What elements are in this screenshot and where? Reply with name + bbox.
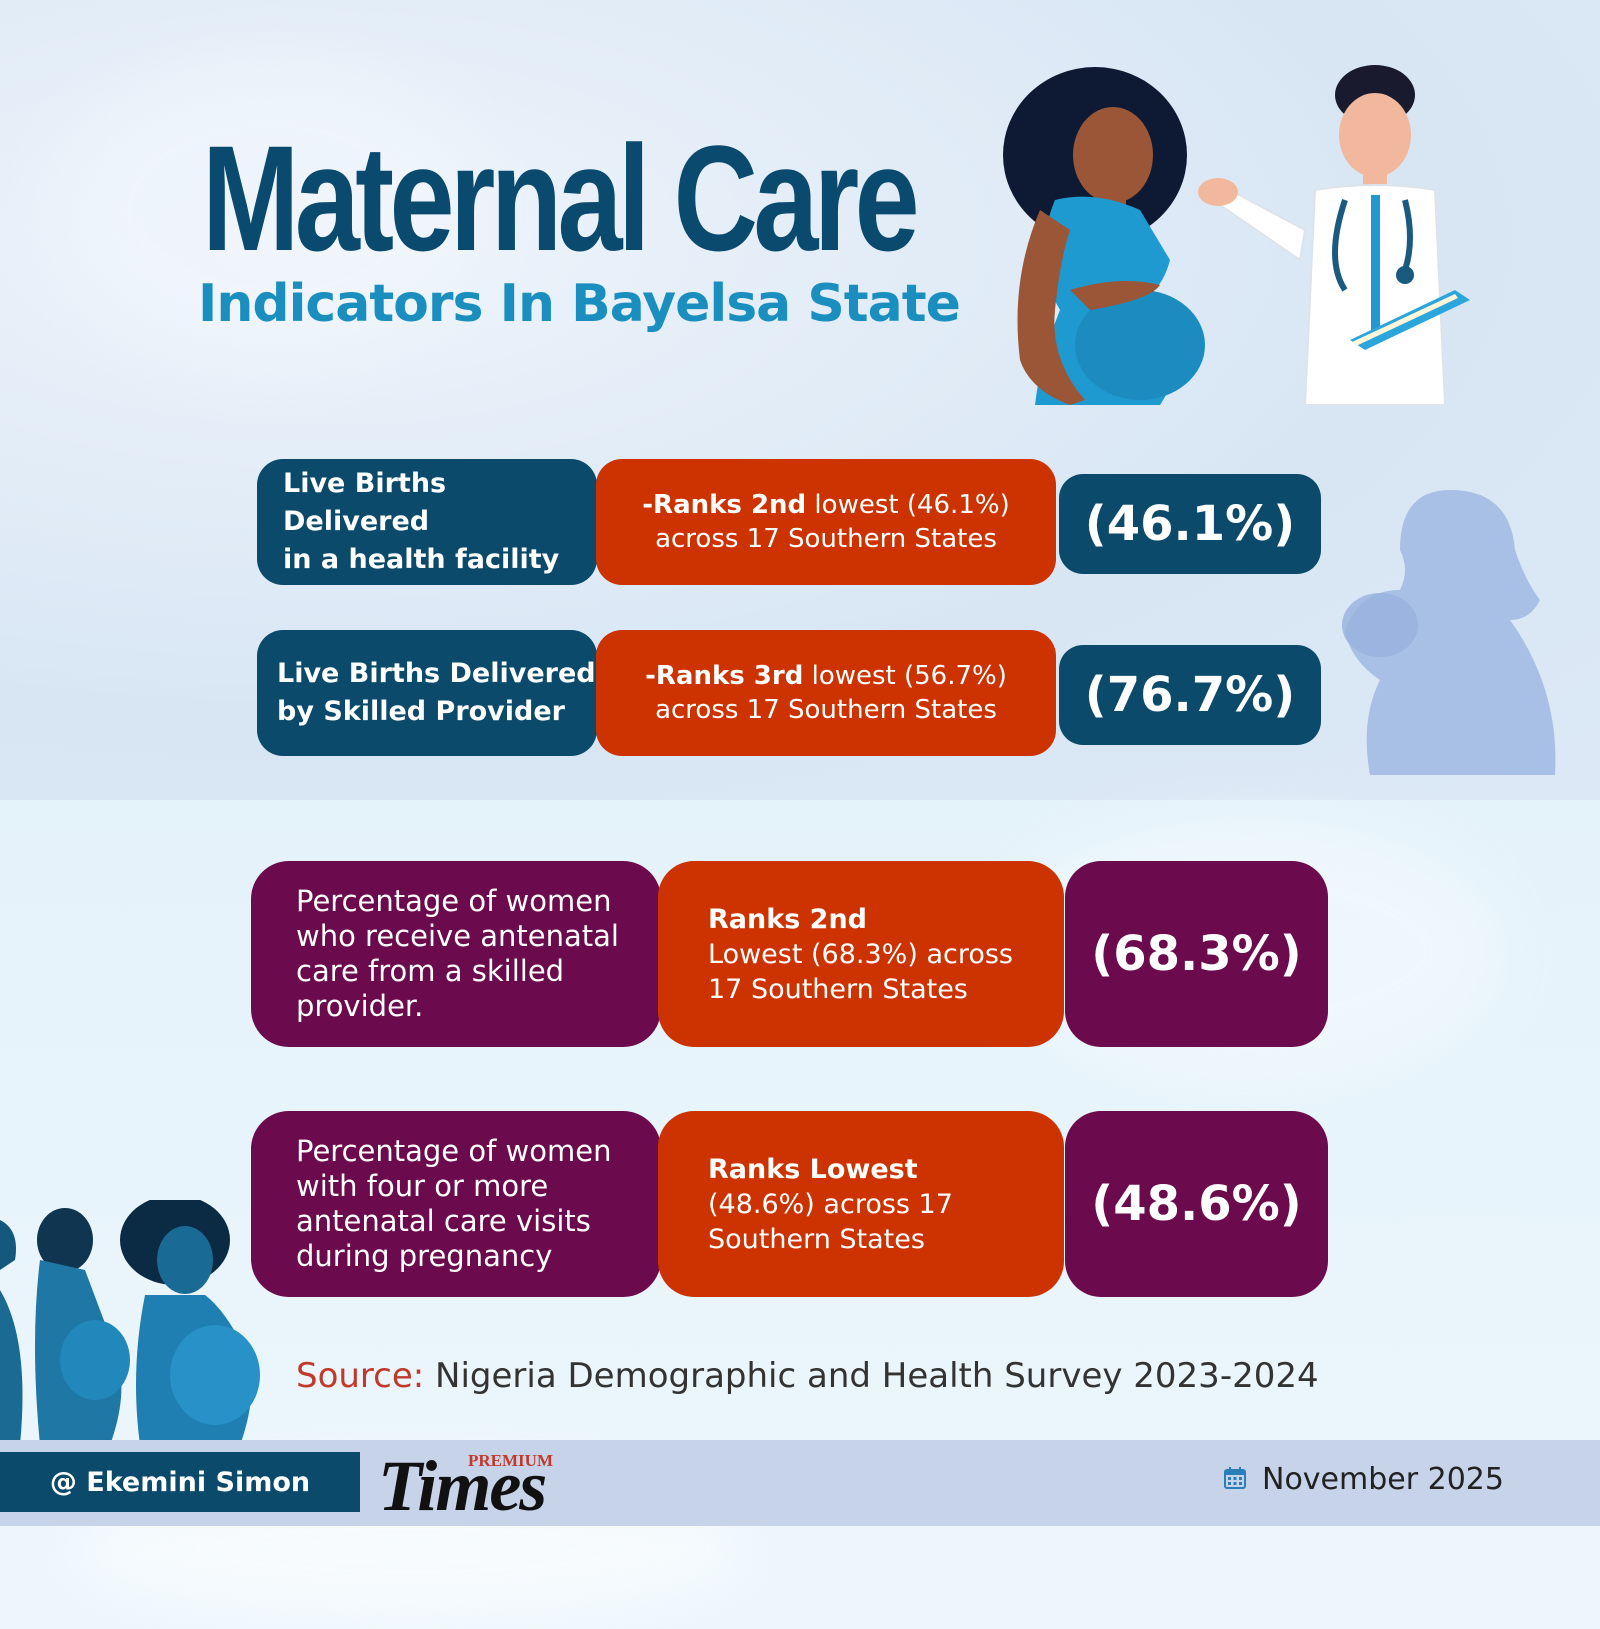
premium-times-logo: Times <box>378 1446 547 1526</box>
pregnant-women-silhouettes-icon <box>0 1200 260 1445</box>
rank-text: (48.6%) across 17 <box>708 1188 953 1220</box>
label-line: in a health facility <box>283 544 560 575</box>
rank-box-antenatal-skilled: Ranks 2nd Lowest (68.3%) across 17 South… <box>658 861 1064 1047</box>
value-box-skilled-provider-births: (76.7%) <box>1059 645 1321 745</box>
rank-text: 17 Southern States <box>708 973 968 1005</box>
indicator-value: (46.1%) <box>1084 496 1296 552</box>
page-subtitle: Indicators In Bayelsa State <box>198 274 961 334</box>
rank-box-four-antenatal-visits: Ranks Lowest (48.6%) across 17 Southern … <box>658 1111 1064 1297</box>
rank-box-skilled-provider-births: -Ranks 3rd lowest (56.7%) across 17 Sout… <box>596 630 1056 756</box>
mother-baby-silhouette-icon <box>1342 490 1556 775</box>
premium-times-logo-small: PREMIUM <box>468 1451 553 1470</box>
label-line: with four or more <box>296 1169 549 1203</box>
page-title: Maternal Care <box>202 114 920 282</box>
calendar-icon <box>1224 1467 1246 1489</box>
value-box-four-antenatal-visits: (48.6%) <box>1065 1111 1328 1297</box>
rank-bold: -Ranks 2nd <box>642 490 807 520</box>
label-line: during pregnancy <box>296 1239 553 1273</box>
rank-bold: Ranks 2nd <box>708 903 867 935</box>
indicator-label-facility-births: Live Births Delivered in a health facili… <box>257 459 597 585</box>
label-line: who receive antenatal <box>296 919 619 953</box>
indicator-value: (48.6%) <box>1091 1176 1302 1232</box>
rank-text: across 17 Southern States <box>655 524 997 554</box>
pregnant-woman-icon <box>1003 67 1205 405</box>
source-note: Source: Nigeria Demographic and Health S… <box>296 1356 1319 1396</box>
background-wash <box>60 60 480 360</box>
indicator-label-four-antenatal-visits: Percentage of women with four or more an… <box>251 1111 661 1297</box>
rank-box-facility-births: -Ranks 2nd lowest (46.1%) across 17 Sout… <box>596 459 1056 585</box>
publication-date: November 2025 <box>1262 1462 1504 1497</box>
label-line: provider. <box>296 989 424 1023</box>
rank-text: Lowest (68.3%) across <box>708 938 1013 970</box>
rank-bold: -Ranks 3rd <box>645 661 804 691</box>
indicator-label-antenatal-skilled: Percentage of women who receive antenata… <box>251 861 661 1047</box>
indicator-label-skilled-provider-births: Live Births Delivered by Skilled Provide… <box>257 630 597 756</box>
label-line: Live Births Delivered <box>277 658 596 689</box>
value-box-antenatal-skilled: (68.3%) <box>1065 861 1328 1047</box>
source-text: Nigeria Demographic and Health Survey 20… <box>424 1356 1319 1396</box>
label-line: Percentage of women <box>296 884 612 918</box>
rank-text: lowest (46.1%) <box>806 490 1010 520</box>
rank-text: Southern States <box>708 1223 925 1255</box>
doctor-icon <box>1198 65 1470 405</box>
label-line: care from a skilled <box>296 954 565 988</box>
label-line: Live Births Delivered <box>283 468 447 537</box>
label-line: antenatal care visits <box>296 1204 591 1238</box>
label-line: Percentage of women <box>296 1134 612 1168</box>
source-label: Source: <box>296 1356 425 1396</box>
value-box-facility-births: (46.1%) <box>1059 474 1321 574</box>
rank-text: across 17 Southern States <box>655 695 997 725</box>
pregnant-woman-doctor-illustration <box>1003 65 1470 405</box>
author-credit: @ Ekemini Simon <box>0 1452 360 1512</box>
indicator-value: (76.7%) <box>1084 667 1296 723</box>
rank-text: lowest (56.7%) <box>803 661 1007 691</box>
rank-bold: Ranks Lowest <box>708 1153 918 1185</box>
label-line: by Skilled Provider <box>277 696 565 727</box>
indicator-value: (68.3%) <box>1091 926 1302 982</box>
